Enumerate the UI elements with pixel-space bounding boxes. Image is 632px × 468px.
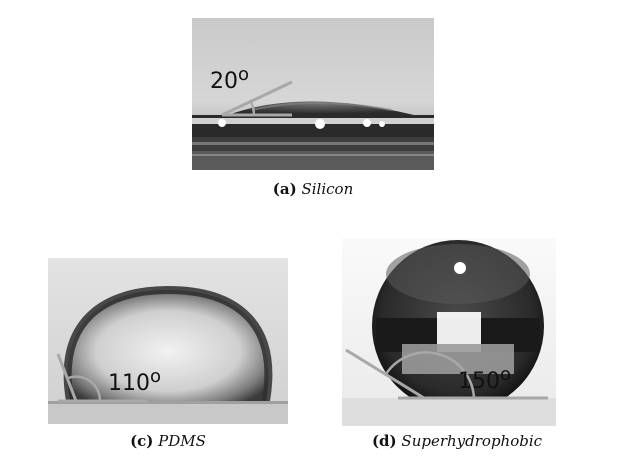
angle-value-superhydrophobic: 150 — [458, 369, 500, 394]
caption-tag: (c) — [130, 432, 154, 450]
caption-tag: (a) — [272, 180, 297, 198]
angle-value-pdms: 110 — [108, 371, 150, 396]
caption-name: PDMS — [158, 432, 206, 450]
svg-text:20o: 20o — [210, 64, 249, 94]
angle-value-silicon: 20 — [210, 69, 238, 94]
droplet-photo-silicon: 20o — [192, 18, 434, 170]
droplet-photo-superhydrophobic: 150o — [342, 238, 556, 426]
caption-superhydrophobic: (d) Superhydrophobic — [342, 432, 572, 450]
svg-text:110o: 110o — [108, 366, 161, 396]
caption-pdms: (c) PDMS — [48, 432, 288, 450]
svg-text:150o: 150o — [458, 364, 511, 394]
droplet-photo-pdms: 110o — [48, 258, 288, 424]
angle-unit-superhydrophobic: o — [500, 364, 511, 385]
caption-tag: (d) — [371, 432, 397, 450]
caption-silicon: (a) Silicon — [192, 180, 434, 198]
angle-unit-pdms: o — [150, 366, 161, 387]
caption-name: Silicon — [301, 180, 354, 198]
caption-name: Superhydrophobic — [401, 432, 543, 450]
angle-unit-silicon: o — [238, 64, 249, 85]
